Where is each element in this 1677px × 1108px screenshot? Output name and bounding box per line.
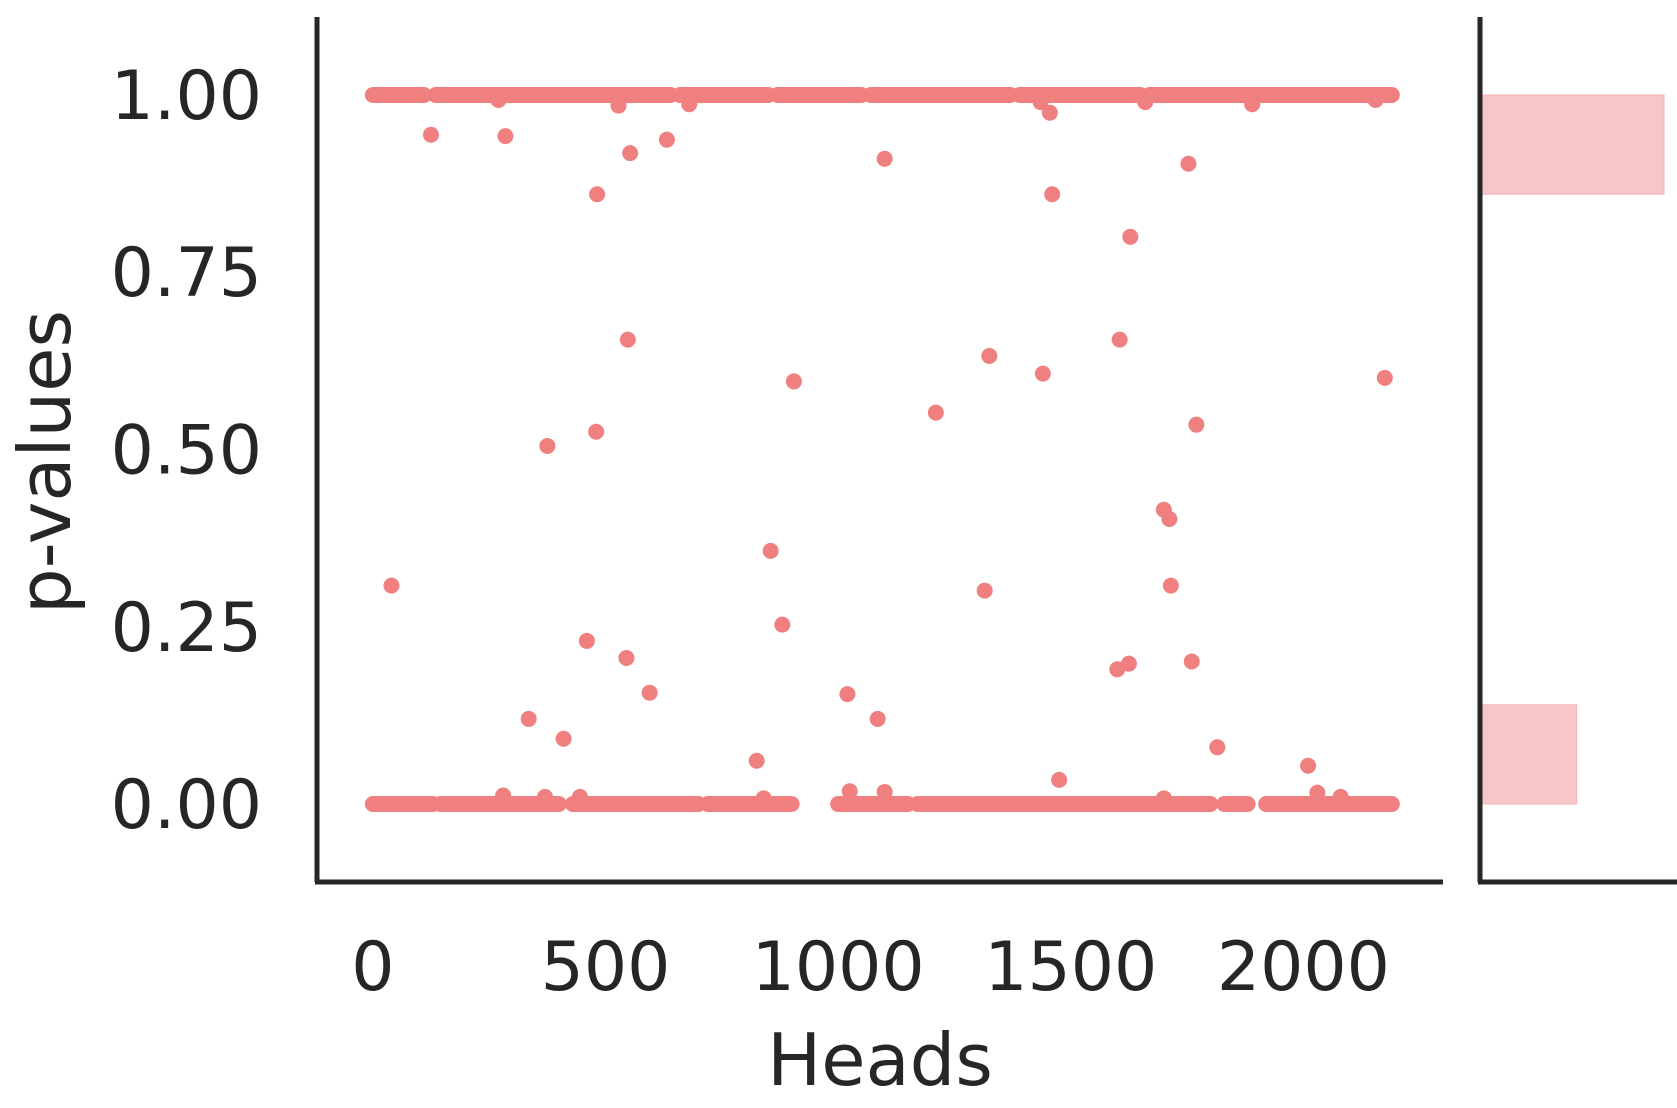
x-tick-label: 1500 bbox=[984, 928, 1157, 1007]
scatter-point bbox=[762, 542, 779, 559]
scatter-point bbox=[1041, 104, 1058, 121]
y-tick-label: 1.00 bbox=[111, 57, 262, 136]
scatter-point bbox=[1180, 155, 1197, 172]
scatter-point bbox=[841, 783, 858, 800]
scatter-point bbox=[383, 577, 400, 594]
x-tick-label: 500 bbox=[541, 928, 671, 1007]
y-tick-label: 0.50 bbox=[111, 412, 262, 491]
scatter-point bbox=[555, 730, 572, 747]
y-tick-label: 0.25 bbox=[111, 589, 262, 668]
scatter-point bbox=[748, 752, 765, 769]
y-tick-label: 0.75 bbox=[111, 234, 262, 313]
scatter-point bbox=[588, 423, 605, 440]
dense-point-bands bbox=[364, 86, 1400, 813]
scatter-point bbox=[1034, 365, 1051, 382]
scatter-point bbox=[1137, 94, 1154, 111]
marginal-histogram bbox=[1481, 94, 1665, 805]
scatter-point bbox=[869, 710, 886, 727]
scatter-point bbox=[1032, 94, 1049, 111]
scatter-point bbox=[490, 91, 507, 108]
scatter-point bbox=[619, 331, 636, 348]
scatter-point bbox=[658, 131, 675, 148]
scatter-point bbox=[622, 145, 639, 162]
x-tick-label: 1000 bbox=[752, 928, 925, 1007]
scatter-point bbox=[497, 128, 514, 145]
scatter-point bbox=[610, 97, 627, 114]
scatter-point bbox=[681, 96, 698, 113]
scatter-point bbox=[422, 126, 439, 143]
scatter-point bbox=[618, 649, 635, 666]
scatter-point bbox=[1300, 757, 1317, 774]
scatter-point bbox=[1376, 369, 1393, 386]
scatter-point bbox=[641, 684, 658, 701]
x-axis-title: Heads bbox=[767, 1018, 993, 1102]
scatter-point bbox=[536, 788, 553, 805]
scatter-point bbox=[1188, 416, 1205, 433]
scatter-point bbox=[927, 404, 944, 421]
scatter-point bbox=[981, 347, 998, 364]
scatter-point bbox=[1155, 790, 1172, 807]
x-tick-label: 2000 bbox=[1217, 928, 1390, 1007]
scatter-point bbox=[520, 710, 537, 727]
scatter-point bbox=[1309, 784, 1326, 801]
scatter-point bbox=[876, 783, 893, 800]
y-tick-label: 0.00 bbox=[111, 766, 262, 845]
y-axis-title: p-values bbox=[3, 310, 87, 614]
scatter-point bbox=[785, 373, 802, 390]
histogram-bar bbox=[1481, 704, 1578, 805]
scatter-point bbox=[495, 787, 512, 804]
x-tick-label: 0 bbox=[351, 928, 394, 1007]
scatter-point bbox=[1044, 186, 1061, 203]
scatter-point bbox=[1209, 739, 1226, 756]
scatter-point bbox=[589, 186, 606, 203]
scatter-point bbox=[1367, 91, 1384, 108]
scatter-point bbox=[578, 632, 595, 649]
scatter-points bbox=[383, 91, 1393, 807]
scatter-point bbox=[571, 788, 588, 805]
scatter-point bbox=[1183, 653, 1200, 670]
scatter-point bbox=[1122, 228, 1139, 245]
scatter-point bbox=[1111, 331, 1128, 348]
y-tick-labels: 0.00 0.25 0.50 0.75 1.00 bbox=[111, 57, 262, 845]
scatter-point bbox=[976, 582, 993, 599]
scatter-point bbox=[1244, 96, 1261, 113]
scatter-point bbox=[774, 616, 791, 633]
scatter-point bbox=[876, 150, 893, 167]
scatter-point bbox=[839, 686, 856, 703]
scatter-point bbox=[1120, 655, 1137, 672]
x-tick-labels: 0 500 1000 1500 2000 bbox=[351, 928, 1390, 1007]
histogram-bar bbox=[1481, 94, 1665, 195]
scatter-point bbox=[1161, 510, 1178, 527]
scatter-point bbox=[539, 437, 556, 454]
scatter-point bbox=[1051, 771, 1068, 788]
scatter-point bbox=[1332, 788, 1349, 805]
scatter-point bbox=[755, 790, 772, 807]
scatter-point bbox=[1162, 577, 1179, 594]
